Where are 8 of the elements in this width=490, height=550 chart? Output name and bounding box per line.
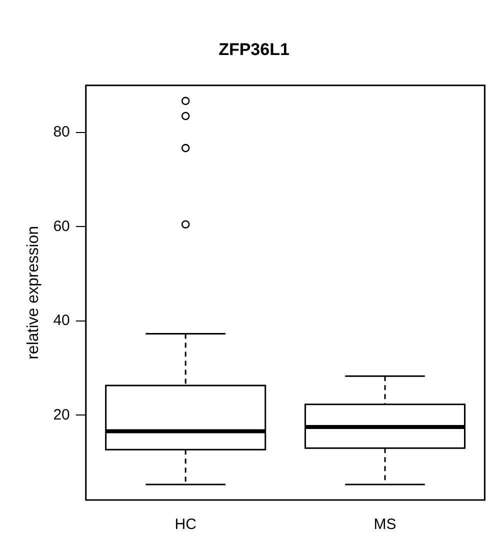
x-tick-label: HC <box>174 516 197 534</box>
x-tick-label: MS <box>374 516 396 534</box>
y-axis-title: relative expression <box>25 226 42 360</box>
y-tick-label: 80 <box>53 124 70 141</box>
y-tick-label: 40 <box>53 312 70 330</box>
y-tick-label: 20 <box>53 406 70 424</box>
chart-title: ZFP36L1 <box>218 40 290 59</box>
y-tick-label: 60 <box>53 218 70 235</box>
